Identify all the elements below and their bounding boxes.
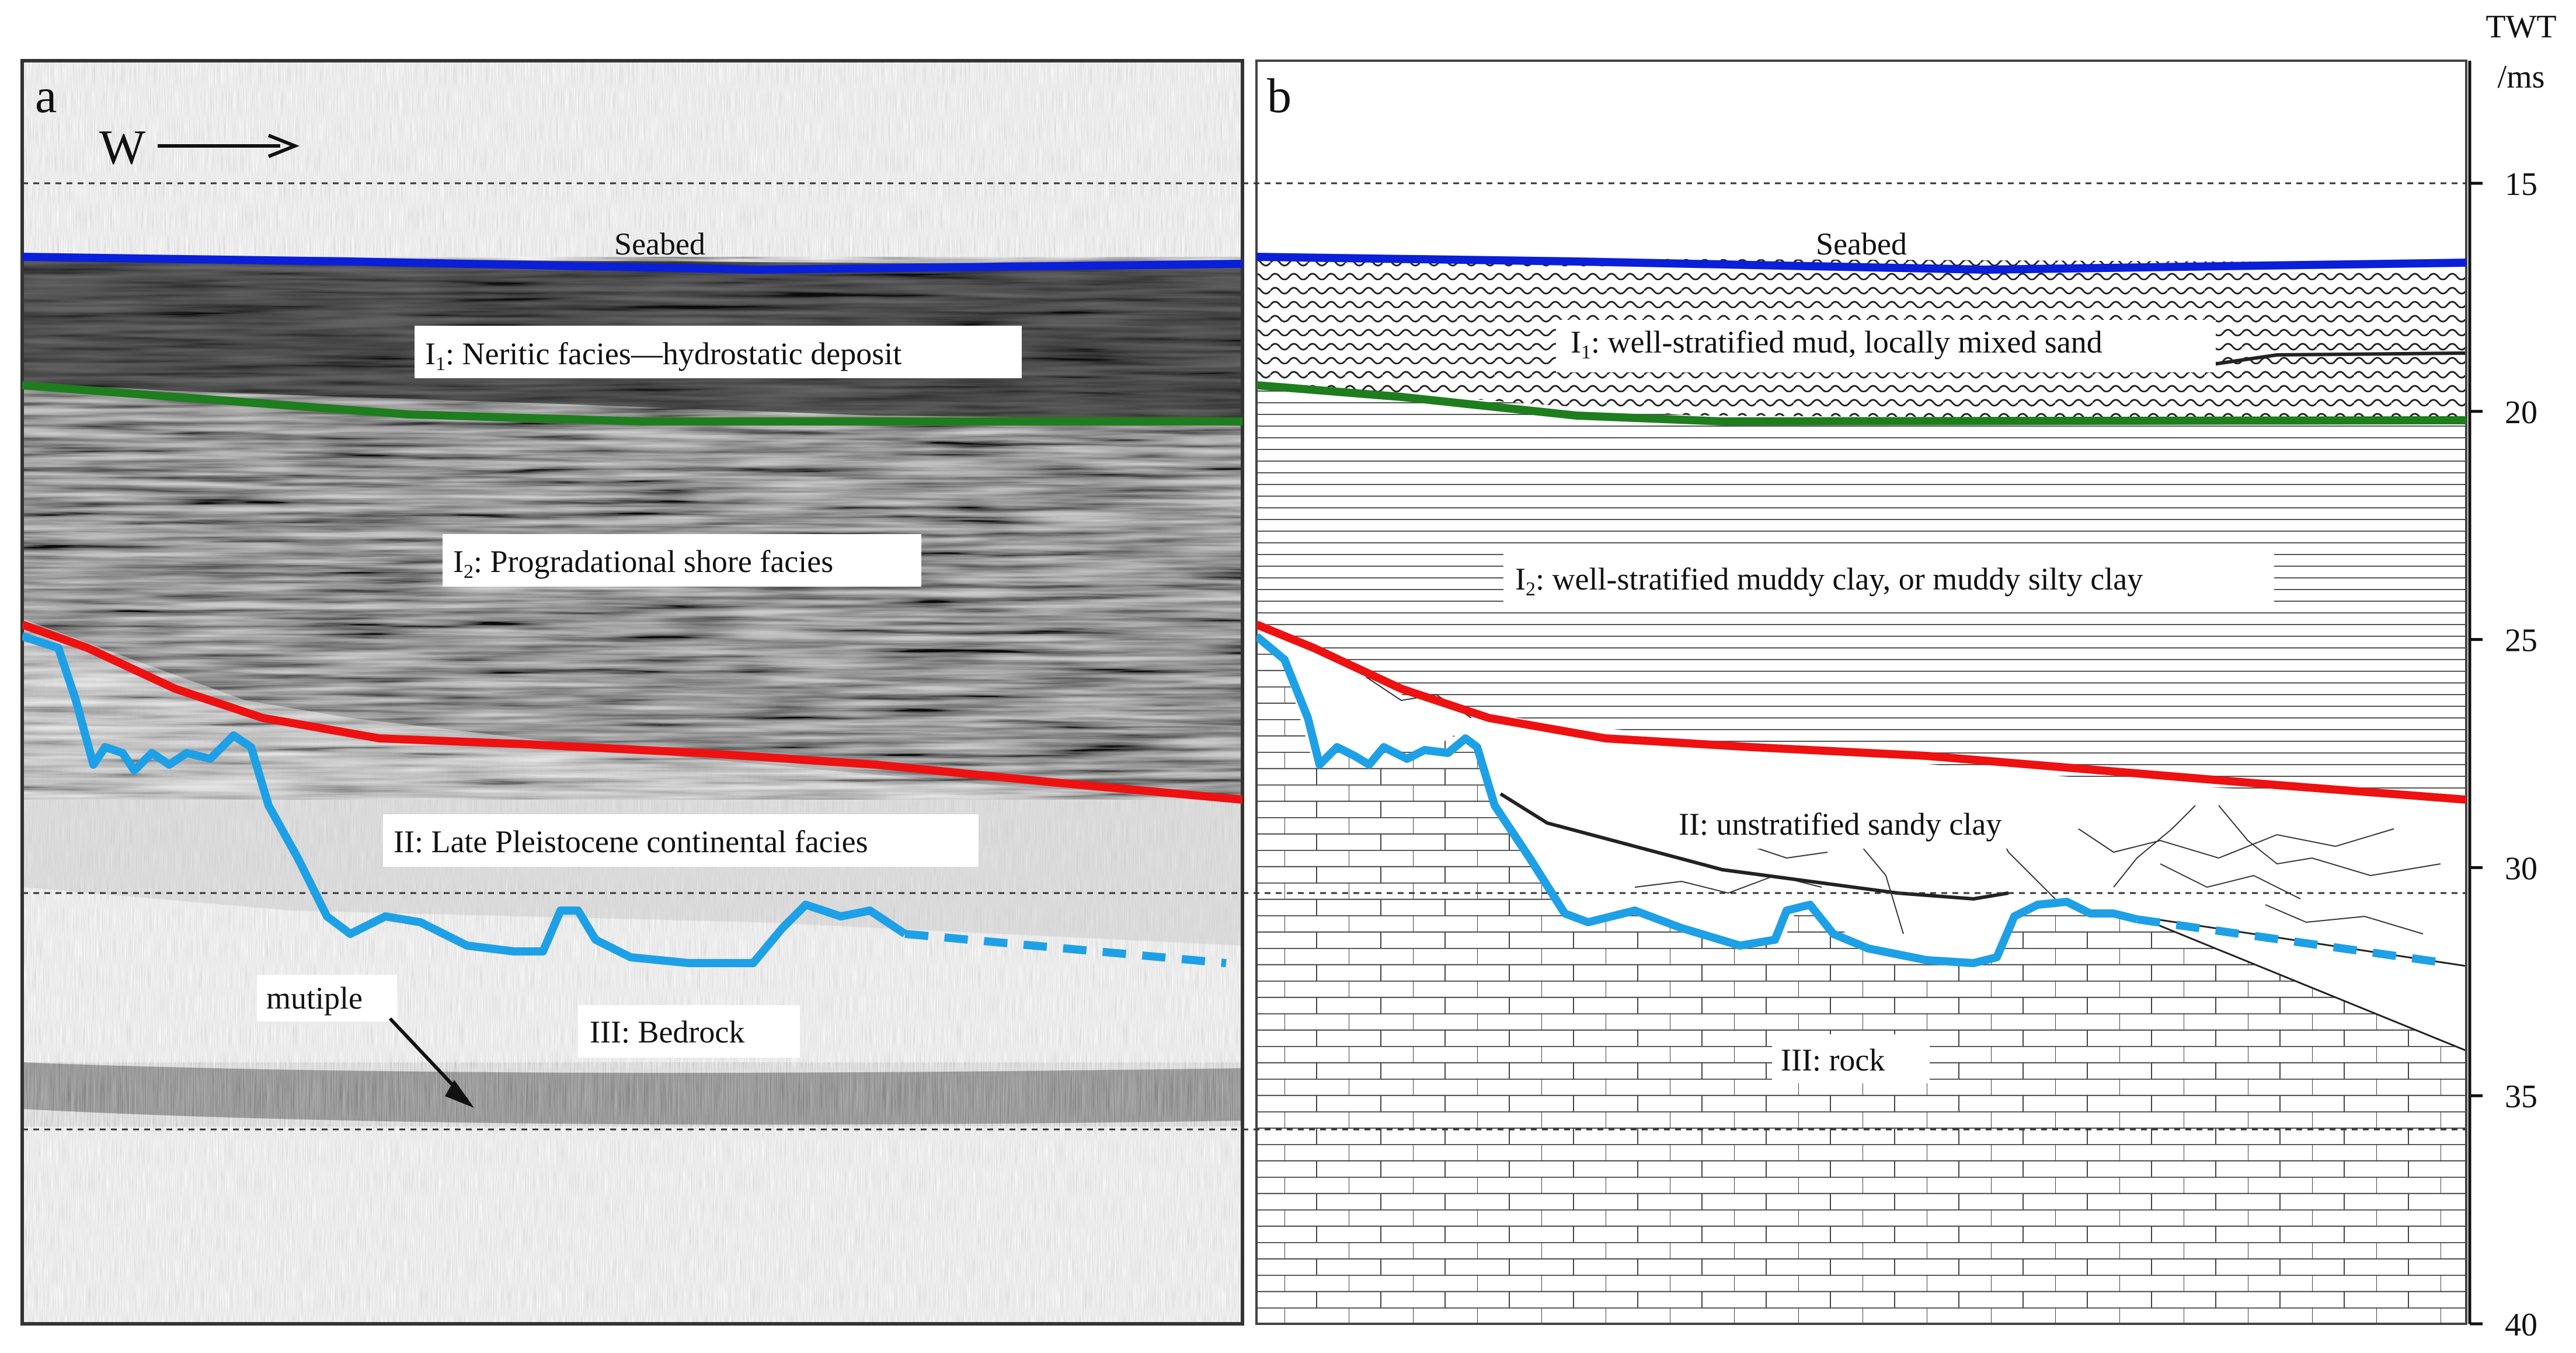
axis-tick-label: 15 — [2505, 166, 2537, 203]
twt-axis: TWT /ms 15 20 25 30 35 40 — [2468, 9, 2557, 1343]
iii-label-a: III: Bedrock — [578, 1005, 800, 1058]
svg-text:III: Bedrock: III: Bedrock — [590, 1014, 744, 1049]
bedrock-top-dashed-a — [904, 930, 1227, 967]
ii-label-b: II: unstratified sandy clay — [1667, 800, 2076, 849]
iii-label-b: III: rock — [1772, 1034, 1930, 1083]
seabed-horizon-b — [1256, 253, 2466, 274]
svg-text:III: rock: III: rock — [1781, 1042, 1885, 1077]
panel-b-frame — [1255, 60, 2467, 1325]
seabed-label-a: Seabed — [614, 226, 705, 261]
i1-base-horizon-a — [22, 381, 1242, 426]
i2-prefix-b: I — [1515, 562, 1526, 597]
i1-base-horizon-b — [1256, 381, 2466, 426]
direction-indicator: W — [99, 120, 300, 175]
svg-text:I2: Progradational shore facie: I2: Progradational shore facies — [453, 544, 833, 583]
bedrock-top-horizon-b — [1256, 633, 2138, 967]
ii-label-a: II: Late Pleistocene continental facies — [383, 814, 979, 867]
i2-label-a: I2: Progradational shore facies — [443, 534, 921, 587]
seabed-horizon-a — [22, 253, 1242, 274]
axis-tick-label: 20 — [2505, 395, 2537, 431]
i1-subscript-a: 1 — [436, 353, 445, 375]
i1-subscript-b: 1 — [1581, 341, 1591, 363]
ii-base-horizon-b — [1256, 620, 2466, 804]
i2-text-b: : well-stratified muddy clay, or muddy s… — [1536, 562, 2143, 597]
i2-subscript-a: 2 — [464, 561, 474, 583]
horizons-panel-b — [1256, 253, 2466, 967]
seabed-label-b: Seabed — [1816, 226, 1907, 261]
axis-tick-label: 25 — [2505, 623, 2537, 659]
i1-prefix-a: I — [425, 336, 436, 371]
svg-text:I1: well-stratified mud, local: I1: well-stratified mud, locally mixed s… — [1571, 325, 2102, 363]
i2-prefix-a: I — [453, 544, 464, 579]
bedrock-top-horizon-a — [22, 632, 907, 967]
arrow-down-right-icon — [445, 1080, 474, 1108]
i1-prefix-b: I — [1571, 325, 1581, 360]
svg-text:II: Late Pleistocene continent: II: Late Pleistocene continental facies — [394, 824, 868, 859]
i1-label-a: I1: Neritic facies—hydrostatic deposit — [415, 326, 1022, 378]
axis-title-line1: TWT — [2486, 9, 2556, 45]
axis-tick-label: 35 — [2505, 1079, 2537, 1115]
i1-text-b: : well-stratified mud, locally mixed san… — [1591, 325, 2102, 360]
arrow-right-icon — [267, 134, 300, 158]
multiple-annotation: mutiple — [257, 975, 474, 1108]
direction-label: W — [99, 120, 146, 175]
panel-a-frame — [20, 59, 1244, 1326]
svg-text:II: unstratified sandy clay: II: unstratified sandy clay — [1679, 807, 2001, 842]
horizons-panel-a — [22, 253, 1242, 967]
ii-base-horizon-a — [22, 620, 1242, 804]
axis-tick-label: 30 — [2505, 850, 2537, 887]
panel-b-letter: b — [1267, 69, 1292, 123]
i2-label-b: I2: well-stratified muddy clay, or muddy… — [1503, 552, 2274, 604]
axis-tick-label: 40 — [2505, 1307, 2537, 1343]
i2-subscript-b: 2 — [1526, 578, 1536, 600]
panel-a-letter: a — [35, 69, 57, 123]
i1-label-b: I1: well-stratified mud, locally mixed s… — [1556, 320, 2216, 372]
panel-a — [22, 61, 1242, 1324]
bedrock-top-dashed-b — [2136, 915, 2447, 967]
multiple-label: mutiple — [266, 981, 363, 1016]
i1-text-a: : Neritic facies—hydrostatic deposit — [445, 336, 901, 371]
rock-zone — [1256, 630, 2466, 1324]
twt-gridlines — [22, 182, 2466, 1131]
axis-title-line2: /ms — [2498, 59, 2545, 95]
svg-text:I2: well-stratified muddy clay: I2: well-stratified muddy clay, or muddy… — [1515, 562, 2143, 600]
i2-text-a: : Progradational shore facies — [474, 544, 833, 579]
svg-text:I1: Neritic facies—hydrostatic: I1: Neritic facies—hydrostatic deposit — [425, 336, 901, 375]
